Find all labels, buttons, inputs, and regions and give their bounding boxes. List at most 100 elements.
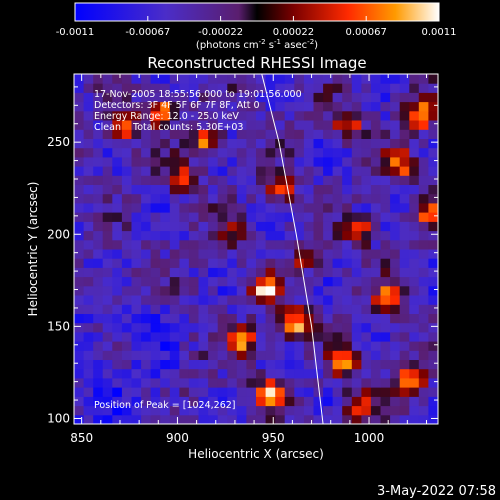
heatmap-pixel [332,184,343,195]
heatmap-pixel [160,120,171,130]
heatmap-pixel [399,249,410,259]
heatmap-pixel [428,74,438,84]
heatmap-pixel [361,295,372,305]
heatmap-pixel [332,405,343,416]
heatmap-pixel [83,331,94,342]
heatmap-pixel [131,331,142,342]
heatmap-pixel [409,120,420,130]
heatmap-pixel [313,249,324,259]
heatmap-pixel [160,414,171,424]
heatmap-pixel [342,249,353,259]
heatmap-pixel [236,276,247,287]
heatmap-pixel [102,313,113,324]
heatmap-pixel [208,331,219,342]
heatmap-pixel [256,83,267,93]
heatmap-pixel [409,359,420,370]
heatmap-pixel [236,184,247,195]
heatmap-pixel [342,138,353,149]
x-tick-label: 1000 [354,431,385,445]
heatmap-pixel [208,368,219,379]
heatmap-pixel [256,101,267,112]
heatmap-pixel [409,110,420,121]
heatmap-pixel [227,110,238,121]
heatmap-pixel [303,405,314,416]
heatmap-pixel [256,120,267,130]
heatmap-pixel [380,202,391,213]
heatmap-pixel [208,276,219,287]
heatmap-pixel [121,74,132,84]
heatmap-pixel [370,129,381,139]
heatmap-pixel [179,267,190,278]
heatmap-pixel [217,175,228,185]
heatmap-pixel [131,322,142,333]
heatmap-pixel [418,83,429,93]
heatmap-pixel [236,129,247,139]
heatmap-pixel [188,387,199,397]
heatmap-pixel [112,249,123,259]
heatmap-pixel [294,129,305,139]
heatmap-pixel [332,322,343,333]
heatmap-pixel [198,129,209,139]
heatmap-pixel [342,331,353,342]
heatmap-pixel [102,350,113,360]
heatmap-pixel [208,221,219,232]
heatmap-pixel [370,239,381,250]
heatmap-pixel [256,193,267,204]
heatmap-pixel [198,414,209,424]
heatmap-pixel [342,110,353,121]
heatmap-pixel [265,414,276,424]
heatmap-pixel [332,138,343,149]
heatmap-pixel [74,331,85,342]
heatmap-pixel [275,92,286,103]
heatmap-pixel [342,267,353,278]
heatmap-pixel [428,110,438,121]
heatmap-pixel [141,313,152,324]
heatmap-pixel [141,331,152,342]
heatmap-pixel [169,267,180,278]
heatmap-pixel [112,147,123,158]
heatmap-pixel [169,129,180,139]
heatmap-pixel [409,184,420,195]
heatmap-pixel [390,175,401,185]
heatmap-pixel [236,414,247,424]
heatmap-pixel [313,184,324,195]
heatmap-pixel [313,156,324,167]
heatmap-pixel [169,304,180,314]
heatmap-pixel [428,359,438,370]
heatmap-pixel [256,129,267,139]
heatmap-pixel [284,202,295,213]
y-tick-label: 200 [47,227,70,241]
heatmap-pixel [390,249,401,259]
heatmap-pixel [323,258,334,268]
heatmap-pixel [217,166,228,176]
heatmap-pixel [323,377,334,388]
y-axis: 100 150 200 250 [47,86,438,425]
heatmap-pixel [418,175,429,185]
heatmap-pixel [160,341,171,351]
heatmap-pixel [150,350,161,360]
heatmap-pixel [102,92,113,103]
heatmap-pixel [399,285,410,296]
heatmap-pixel [112,387,123,397]
heatmap-pixel [265,74,276,84]
heatmap-pixel [428,387,438,397]
heatmap-pixel [74,83,85,93]
heatmap-pixel [227,147,238,158]
heatmap-pixel [418,156,429,167]
heatmap-pixel [150,313,161,324]
heatmap-pixel [217,129,228,139]
heatmap-pixel [284,138,295,149]
heatmap-pixel [342,414,353,424]
heatmap-pixel [188,331,199,342]
heatmap-pixel [102,239,113,250]
heatmap-pixel [361,276,372,287]
heatmap-pixel [93,377,104,388]
heatmap-pixel [121,221,132,232]
heatmap-pixel [332,295,343,305]
heatmap-pixel [361,322,372,333]
heatmap-pixel [275,156,286,167]
heatmap-pixel [179,202,190,213]
heatmap-pixel [409,368,420,379]
heatmap-pixel [102,184,113,195]
heatmap-pixel [198,101,209,112]
